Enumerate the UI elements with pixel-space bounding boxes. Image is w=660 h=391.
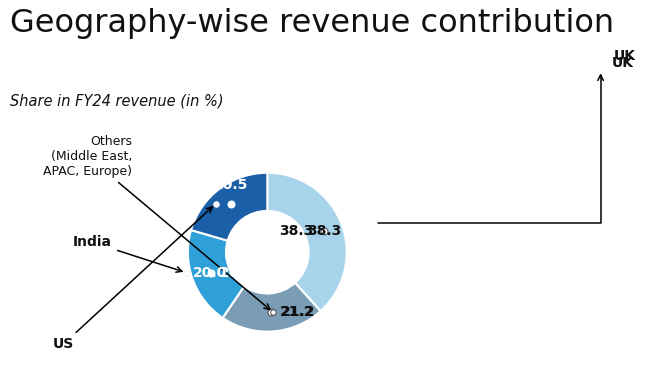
Text: UK: UK <box>614 48 636 63</box>
Wedge shape <box>191 173 267 241</box>
Text: UK: UK <box>612 56 634 70</box>
Text: 21.2: 21.2 <box>280 305 314 319</box>
Wedge shape <box>188 230 244 318</box>
Text: US: US <box>53 207 213 351</box>
Wedge shape <box>222 283 321 332</box>
Text: Geography-wise revenue contribution: Geography-wise revenue contribution <box>10 8 614 39</box>
Text: Share in FY24 revenue (in %): Share in FY24 revenue (in %) <box>10 94 224 109</box>
Text: Others
(Middle East,
APAC, Europe): Others (Middle East, APAC, Europe) <box>43 135 270 310</box>
Text: 20.0: 20.0 <box>193 265 227 280</box>
Text: 20.5: 20.5 <box>214 178 248 192</box>
Text: 38.3: 38.3 <box>307 224 341 237</box>
Wedge shape <box>267 173 346 311</box>
Text: 20.5: 20.5 <box>199 174 233 188</box>
Text: 21.2: 21.2 <box>281 305 315 319</box>
Text: 20.0: 20.0 <box>220 265 254 280</box>
Text: India: India <box>73 235 182 272</box>
Text: 38.3: 38.3 <box>279 224 314 237</box>
